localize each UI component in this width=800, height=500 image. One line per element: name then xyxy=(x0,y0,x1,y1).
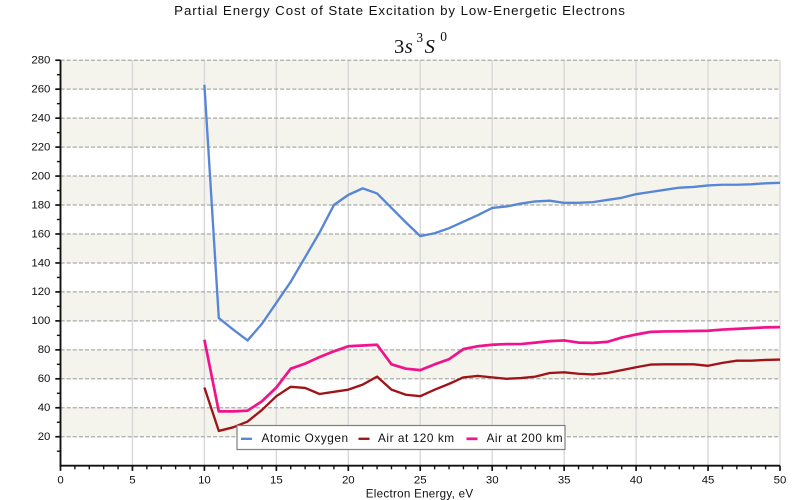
svg-text:Partial Energy Cost of State E: Partial Energy Cost of State Excitation … xyxy=(174,3,626,18)
svg-text:40: 40 xyxy=(630,474,643,486)
svg-text:Atomic Oxygen: Atomic Oxygen xyxy=(262,431,349,445)
svg-text:50: 50 xyxy=(774,474,787,486)
svg-text:160: 160 xyxy=(31,228,50,240)
svg-text:S: S xyxy=(425,36,435,58)
svg-text:40: 40 xyxy=(38,402,51,414)
svg-text:140: 140 xyxy=(31,257,50,269)
svg-text:Air at 120 km: Air at 120 km xyxy=(378,431,455,445)
svg-text:0: 0 xyxy=(57,474,63,486)
svg-text:10: 10 xyxy=(198,474,211,486)
svg-text:0: 0 xyxy=(440,29,447,44)
svg-text:280: 280 xyxy=(31,55,50,67)
svg-text:60: 60 xyxy=(38,373,51,385)
svg-text:30: 30 xyxy=(486,474,499,486)
svg-text:260: 260 xyxy=(31,83,50,95)
svg-text:180: 180 xyxy=(31,199,50,211)
svg-text:3: 3 xyxy=(394,36,404,58)
svg-text:45: 45 xyxy=(702,474,715,486)
svg-text:220: 220 xyxy=(31,141,50,153)
svg-text:25: 25 xyxy=(414,474,427,486)
svg-text:35: 35 xyxy=(558,474,571,486)
svg-text:200: 200 xyxy=(31,170,50,182)
svg-text:s: s xyxy=(405,36,413,58)
svg-text:80: 80 xyxy=(38,344,51,356)
svg-text:20: 20 xyxy=(38,431,51,443)
svg-text:5: 5 xyxy=(129,474,135,486)
svg-text:Electron Energy, eV: Electron Energy, eV xyxy=(366,487,474,500)
svg-text:15: 15 xyxy=(270,474,283,486)
svg-text:20: 20 xyxy=(342,474,355,486)
svg-text:Air at 200 km: Air at 200 km xyxy=(487,431,564,445)
svg-text:120: 120 xyxy=(31,286,50,298)
svg-text:3: 3 xyxy=(416,30,423,45)
svg-text:100: 100 xyxy=(31,315,50,327)
svg-text:240: 240 xyxy=(31,112,50,124)
